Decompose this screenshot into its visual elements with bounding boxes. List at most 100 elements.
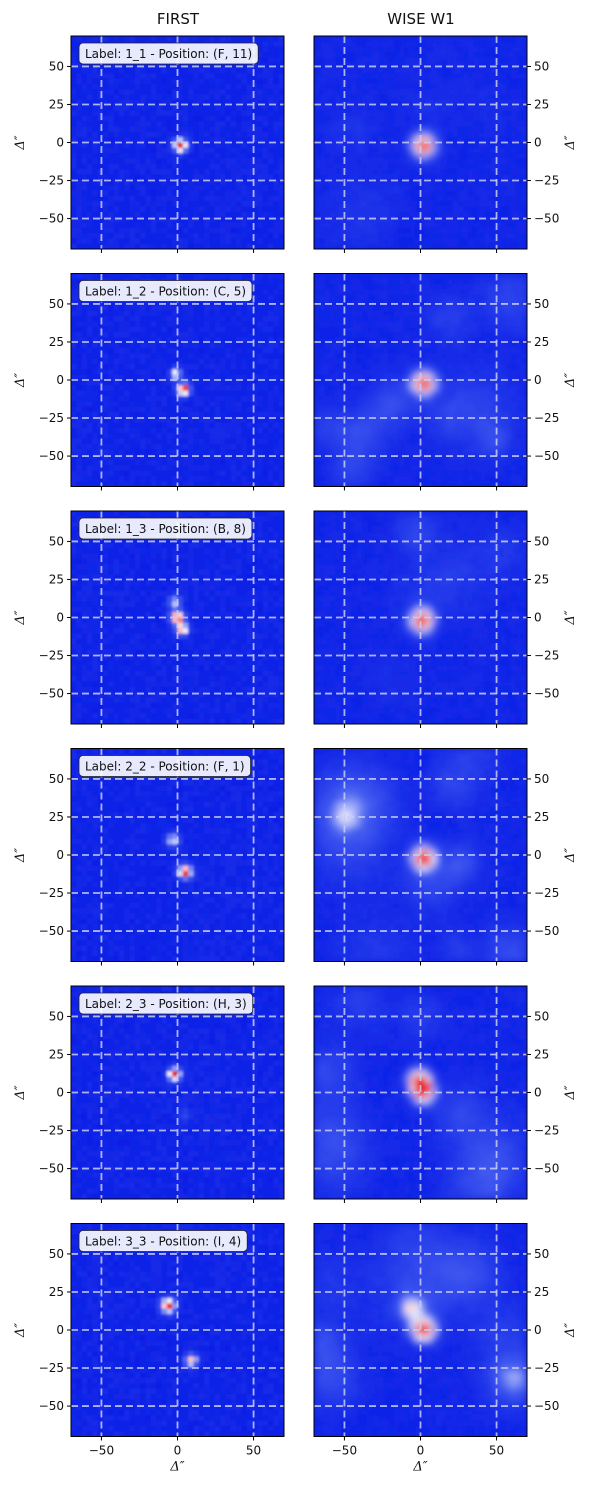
y-axis-label: Δ″ — [13, 135, 28, 150]
label-text-row-5: Label: 2_3 - Position: (H, 3) — [85, 997, 247, 1011]
y-tick-label: 25 — [49, 810, 64, 824]
y-tick-label: −25 — [534, 1361, 559, 1375]
x-axis-label: Δ″ — [169, 1460, 184, 1475]
y-axis-label: Δ″ — [563, 610, 578, 625]
y-tick-label: −50 — [39, 449, 64, 463]
sky-image-wise-row-2 — [314, 273, 527, 487]
sky-image-wise-row-4 — [314, 748, 527, 962]
y-tick-label: 25 — [49, 572, 64, 586]
y-tick-label: −50 — [39, 687, 64, 701]
panel-first-row-6: 50 25 0 −25 −50 Δ″ Label: 3_3 - Position: (I, … — [13, 1223, 285, 1475]
y-tick-label: 50 — [534, 1009, 549, 1023]
panel-wise-row-3: 50 25 0 −25 −50 Δ″ — [313, 510, 578, 728]
y-tick-label: 0 — [534, 1086, 542, 1100]
y-axis-label: Δ″ — [13, 1323, 28, 1338]
y-tick-label: 0 — [534, 373, 542, 387]
label-box-row-4 — [78, 755, 252, 777]
y-tick-label: 0 — [534, 136, 542, 150]
y-axis-label: Δ″ — [563, 1085, 578, 1100]
y-tick-label: 50 — [534, 534, 549, 548]
y-tick-label: −25 — [534, 174, 559, 188]
y-axis-label: Δ″ — [563, 135, 578, 150]
y-tick-label: 0 — [534, 611, 542, 625]
grid-wise-row-1 — [314, 36, 527, 249]
y-tick-label: 0 — [56, 611, 64, 625]
y-tick-label: −50 — [534, 687, 559, 701]
label-text-row-4: Label: 2_2 - Position: (F, 1) — [85, 760, 245, 774]
label-box-row-3 — [78, 517, 253, 540]
grid-wise-row-5 — [314, 986, 527, 1199]
y-tick-label: −50 — [534, 924, 559, 938]
y-tick-label: 0 — [534, 848, 542, 862]
y-tick-label: −25 — [39, 174, 64, 188]
y-tick-label: −25 — [534, 411, 559, 425]
y-tick-label: 25 — [49, 335, 64, 349]
y-tick-label: 25 — [534, 97, 549, 111]
y-tick-label: 50 — [534, 772, 549, 786]
y-tick-label: 50 — [534, 59, 549, 73]
y-tick-label: 0 — [56, 1323, 64, 1337]
panel-first-row-3: 50 25 0 −25 −50 Δ″ Label: 1_3 - Position: (B, … — [13, 510, 285, 728]
panel-wise-row-4: 50 25 0 −25 −50 Δ″ — [313, 748, 578, 966]
label-text-row-1: Label: 1_1 - Position: (F, 11) — [85, 47, 252, 61]
grid-first-row-6 — [71, 1223, 284, 1437]
sky-image-wise-row-3 — [314, 511, 527, 724]
y-tick-label: −50 — [39, 924, 64, 938]
sky-image-first-row-4 — [71, 748, 284, 962]
x-tick-label: −50 — [89, 1444, 114, 1458]
label-box-row-1 — [78, 42, 259, 65]
y-tick-label: −25 — [39, 1124, 64, 1138]
grid-wise-row-4 — [314, 748, 527, 962]
y-tick-label: −50 — [534, 212, 559, 226]
label-box-row-5 — [78, 992, 254, 1015]
y-tick-label: 0 — [56, 136, 64, 150]
y-tick-label: −50 — [39, 212, 64, 226]
y-tick-label: 50 — [534, 1247, 549, 1261]
grid-wise-row-2 — [314, 273, 527, 487]
y-tick-label: 25 — [534, 572, 549, 586]
label-text-row-2: Label: 1_2 - Position: (C, 5) — [85, 285, 246, 299]
x-tick-label: 0 — [174, 1444, 182, 1458]
sky-image-wise-row-6 — [314, 1223, 527, 1437]
y-tick-label: 25 — [534, 1285, 549, 1299]
panel-first-row-5: 50 25 0 −25 −50 Δ″ Label: 2_3 - Position: (H, … — [13, 985, 285, 1203]
y-tick-label: 25 — [534, 335, 549, 349]
y-tick-label: 0 — [534, 1323, 542, 1337]
y-tick-label: −50 — [534, 1162, 559, 1176]
x-axis-label: Δ″ — [412, 1460, 427, 1475]
x-tick-label: −50 — [332, 1444, 357, 1458]
y-tick-label: −25 — [39, 649, 64, 663]
label-text-row-6: Label: 3_3 - Position: (I, 4) — [85, 1235, 241, 1249]
x-tick-label: 50 — [489, 1444, 504, 1458]
y-tick-label: −25 — [534, 1124, 559, 1138]
y-tick-label: 0 — [56, 373, 64, 387]
y-axis-label: Δ″ — [13, 848, 28, 863]
label-text-row-3: Label: 1_3 - Position: (B, 8) — [85, 522, 246, 536]
x-tick-label: 50 — [246, 1444, 261, 1458]
y-tick-label: 25 — [534, 1047, 549, 1061]
y-tick-label: 50 — [49, 1247, 64, 1261]
y-tick-label: 25 — [534, 810, 549, 824]
grid-wise-row-3 — [314, 511, 527, 724]
panel-wise-row-2: 50 25 0 −25 −50 Δ″ — [313, 273, 578, 491]
y-tick-label: 50 — [49, 534, 64, 548]
sky-image-wise-row-1 — [314, 36, 527, 249]
y-tick-label: 0 — [56, 848, 64, 862]
y-axis-label: Δ″ — [563, 848, 578, 863]
grid-first-row-1 — [71, 36, 284, 249]
y-tick-label: 50 — [49, 59, 64, 73]
y-tick-label: −25 — [39, 886, 64, 900]
y-axis-label: Δ″ — [13, 373, 28, 388]
grid-wise-row-6 — [314, 1223, 527, 1437]
panel-first-row-1: 50 25 0 −25 −50 Δ″ Label: 1_1 - Position: (F, … — [13, 35, 285, 253]
y-tick-label: −50 — [534, 1399, 559, 1413]
y-tick-label: 25 — [49, 1047, 64, 1061]
panel-first-row-4: 50 25 0 −25 −50 Δ″ Label: 2_2 - Position: (F, … — [13, 748, 285, 966]
label-box-row-6 — [78, 1230, 248, 1252]
y-tick-label: 25 — [49, 97, 64, 111]
y-tick-label: −25 — [534, 649, 559, 663]
y-tick-label: −25 — [39, 411, 64, 425]
y-tick-label: 50 — [534, 297, 549, 311]
y-tick-label: −50 — [39, 1162, 64, 1176]
